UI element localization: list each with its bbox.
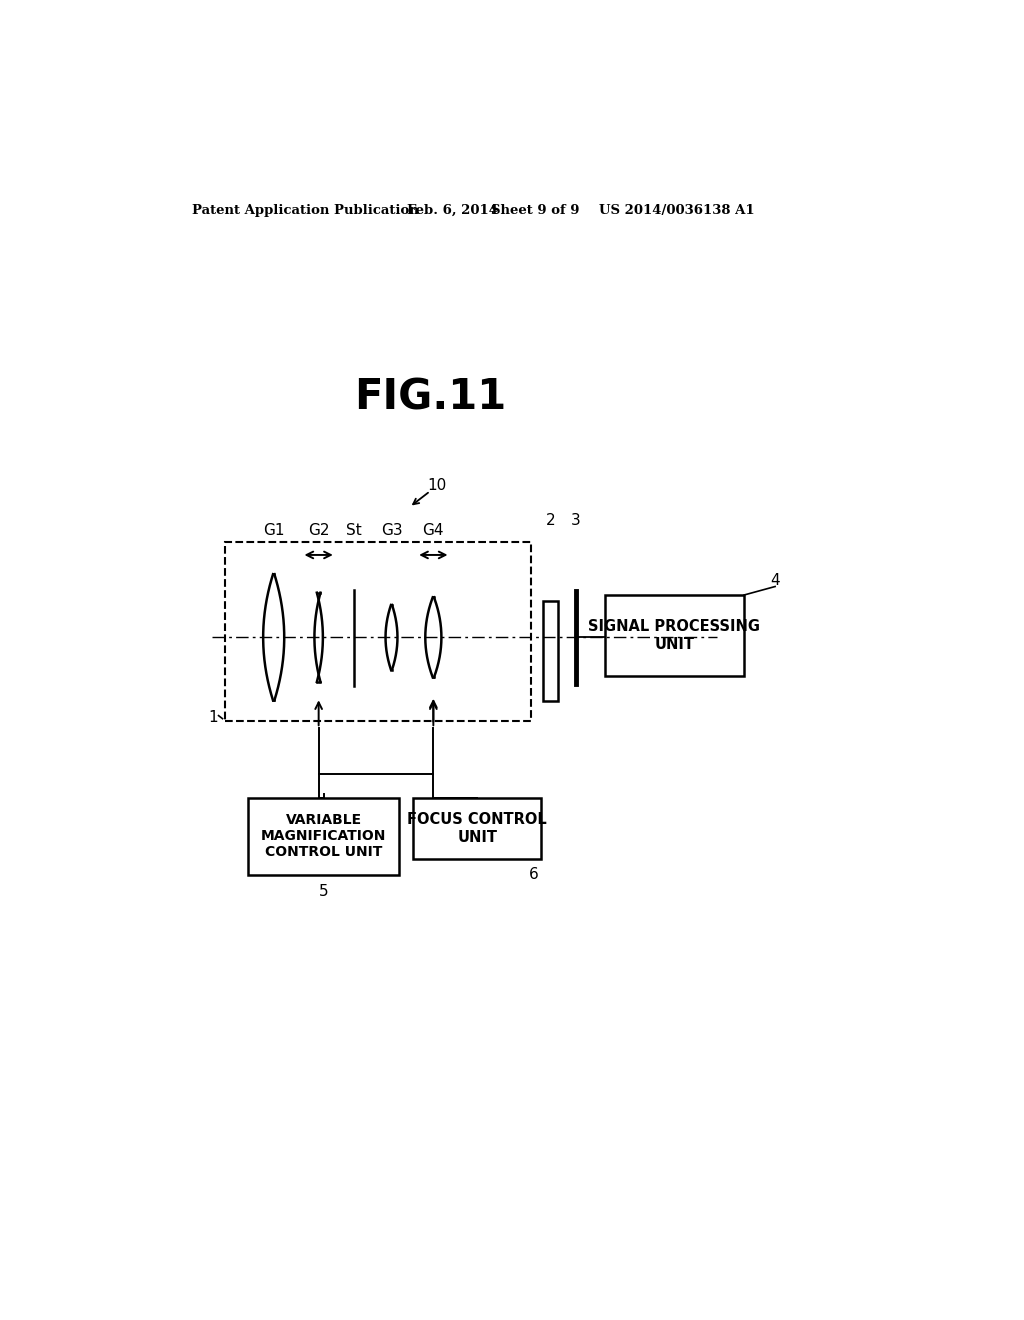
Text: 1: 1 (209, 710, 218, 725)
Text: FOCUS CONTROL
UNIT: FOCUS CONTROL UNIT (408, 812, 547, 845)
Text: 3: 3 (571, 512, 581, 528)
Text: FIG.11: FIG.11 (354, 376, 507, 418)
Text: US 2014/0036138 A1: US 2014/0036138 A1 (599, 205, 755, 218)
Text: St: St (346, 523, 362, 537)
Text: Sheet 9 of 9: Sheet 9 of 9 (490, 205, 580, 218)
Bar (225, 541, 531, 721)
Text: G3: G3 (381, 523, 402, 537)
Text: G2: G2 (308, 523, 330, 537)
Text: G4: G4 (423, 523, 444, 537)
Text: SIGNAL PROCESSING
UNIT: SIGNAL PROCESSING UNIT (589, 619, 761, 652)
Text: VARIABLE
MAGNIFICATION
CONTROL UNIT: VARIABLE MAGNIFICATION CONTROL UNIT (261, 813, 386, 859)
Bar (414, 797, 541, 859)
Text: Patent Application Publication: Patent Application Publication (191, 205, 418, 218)
Text: 10: 10 (427, 478, 446, 494)
Text: G1: G1 (263, 523, 285, 537)
Text: Feb. 6, 2014: Feb. 6, 2014 (407, 205, 498, 218)
Text: 5: 5 (318, 884, 329, 899)
Bar (604, 595, 744, 676)
Bar (543, 601, 558, 701)
Text: 6: 6 (528, 867, 539, 882)
Bar (248, 797, 399, 875)
Text: 4: 4 (770, 573, 780, 587)
Text: 2: 2 (546, 512, 555, 528)
